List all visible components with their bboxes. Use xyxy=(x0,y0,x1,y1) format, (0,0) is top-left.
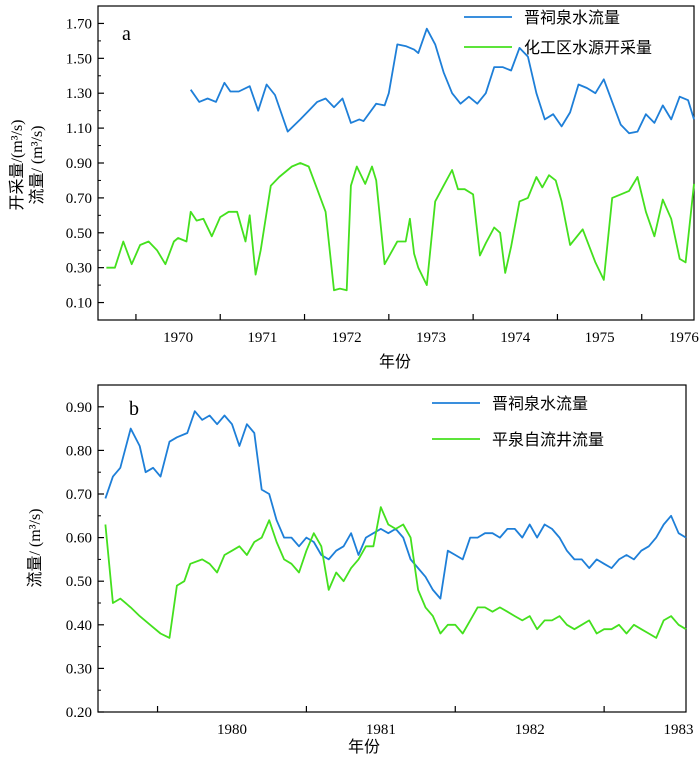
panel-a-y-axis-label-extraction: 开采量/(m³/s) xyxy=(8,119,26,210)
panel-a-chart: a 0.10 0.30 0.50 0.70 0.90 1.10 1.30 1.50 1.70 1… xyxy=(8,5,700,371)
panel-a-series xyxy=(106,27,695,292)
y-tick-label: 0.90 xyxy=(66,156,92,172)
x-tick-label: 1983 xyxy=(664,722,694,738)
panel-a-label: a xyxy=(122,23,131,45)
legend-label-1: 晋祠泉水流量 xyxy=(524,9,620,27)
y-tick-label: 0.40 xyxy=(66,618,92,634)
y-tick-label: 0.80 xyxy=(66,443,92,459)
x-tick-label: 1982 xyxy=(515,722,545,738)
panel-b-x-axis-label: 年份 xyxy=(348,738,380,756)
x-tick-label: 1974 xyxy=(500,330,531,346)
panel-b-y-axis-label: 流量/ (m³/s) xyxy=(26,508,44,587)
panel-b-x-axis: 1980 1981 1982 1983 xyxy=(156,706,694,738)
legend-label-1: 晋祠泉水流量 xyxy=(492,395,588,413)
y-tick-label: 0.60 xyxy=(66,531,92,547)
y-tick-label: 0.10 xyxy=(66,296,92,312)
x-tick-label: 1972 xyxy=(332,330,362,346)
y-tick-label: 0.20 xyxy=(66,705,92,721)
y-tick-label: 0.90 xyxy=(66,400,92,416)
legend-label-2: 平泉自流井流量 xyxy=(492,431,604,449)
y-tick-label: 1.30 xyxy=(66,86,92,102)
panel-b-label: b xyxy=(129,398,139,420)
y-tick-label: 0.50 xyxy=(66,226,92,242)
y-tick-label: 0.50 xyxy=(66,574,92,590)
x-tick-label: 1973 xyxy=(416,330,446,346)
panel-b-plot-frame xyxy=(97,384,687,713)
panel-b-chart: b 0.200.300.400.500.600.700.800.90 1980 1… xyxy=(26,384,694,756)
x-tick-label: 1975 xyxy=(585,330,615,346)
panel-a-y-axis: 0.10 0.30 0.50 0.70 0.90 1.10 1.30 1.50 1.70 xyxy=(66,16,104,312)
y-tick-label: 0.70 xyxy=(66,191,92,207)
series-line-2 xyxy=(104,506,687,639)
y-tick-label: 0.30 xyxy=(66,261,92,277)
panel-a-y-axis-label-flow: 流量/ (m³/s) xyxy=(28,125,46,204)
y-tick-label: 1.70 xyxy=(66,16,92,32)
x-tick-label: 1976 xyxy=(669,330,700,346)
series-line-1 xyxy=(104,410,687,600)
panel-b-series xyxy=(104,410,687,639)
panel-b-y-axis: 0.20 0.30 0.40 0.50 0.60 0.70 0.80 0.90 xyxy=(66,400,104,721)
series-line-2 xyxy=(106,162,695,292)
x-tick-label: 1981 xyxy=(366,722,396,738)
panel-a-x-axis-label: 年份 xyxy=(379,353,411,371)
x-tick-label: 1971 xyxy=(247,330,277,346)
y-tick-label: 1.10 xyxy=(66,121,92,137)
y-tick-label: 1.50 xyxy=(66,51,92,67)
x-tick-label: 1970 xyxy=(163,330,193,346)
legend-label-2: 化工区水源开采量 xyxy=(524,39,652,57)
y-tick-label: 0.30 xyxy=(66,661,92,677)
series-line-1 xyxy=(189,27,695,135)
x-tick-label: 1980 xyxy=(217,722,247,738)
panel-a-x-axis: 1970 1971 1972 1973 1974 1975 1976 xyxy=(135,314,700,346)
y-tick-label: 0.70 xyxy=(66,487,92,503)
